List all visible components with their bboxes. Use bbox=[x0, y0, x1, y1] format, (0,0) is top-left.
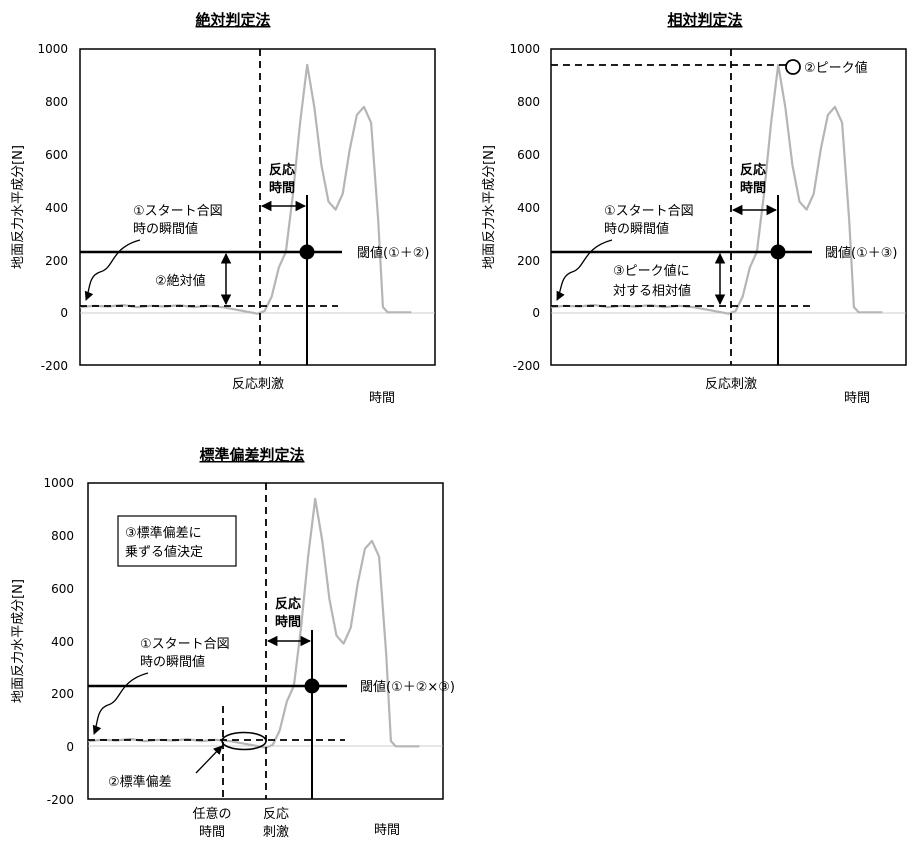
start-value-label: ①スタート合図 bbox=[140, 637, 230, 652]
y-tick-label: -200 bbox=[41, 359, 68, 373]
x-axis-label: 時間 bbox=[844, 391, 870, 406]
chart-title: 標準偏差判定法 bbox=[199, 446, 304, 464]
stimulus-label: 反応刺激 bbox=[232, 377, 284, 392]
arbitrary-time-label: 時間 bbox=[199, 825, 225, 840]
chart-title: 相対判定法 bbox=[667, 11, 742, 29]
y-tick-labels: 1000 800 600 400 200 0 -200 bbox=[37, 42, 68, 373]
multiplier-box bbox=[117, 515, 237, 567]
y-tick-labels: 1000 800 600 400 200 0 -200 bbox=[509, 42, 540, 373]
y-tick-label: 0 bbox=[60, 306, 68, 320]
reaction-time-label: 時間 bbox=[275, 614, 301, 630]
x-axis-label: 時間 bbox=[369, 391, 395, 406]
y-tick-label: 1000 bbox=[37, 42, 68, 56]
y-tick-label: 200 bbox=[51, 687, 74, 701]
offset-label: ②絶対値 bbox=[155, 273, 206, 289]
y-tick-label: 800 bbox=[51, 529, 74, 543]
panel-standard-deviation: 標準偏差判定法 1000 800 600 400 200 0 -200 地面反力… bbox=[11, 446, 455, 840]
threshold-label: 閾値(①＋②×③) bbox=[360, 679, 455, 695]
start-value-pointer bbox=[92, 672, 149, 735]
y-tick-label: 600 bbox=[517, 148, 540, 162]
y-tick-label: 1000 bbox=[509, 42, 540, 56]
start-value-label: ①スタート合図 bbox=[133, 204, 223, 219]
y-tick-label: -200 bbox=[513, 359, 540, 373]
reaction-time-label: 時間 bbox=[740, 180, 766, 196]
y-tick-label: 400 bbox=[517, 201, 540, 215]
peak-marker bbox=[785, 59, 801, 75]
y-tick-label: 0 bbox=[66, 740, 74, 754]
stimulus-label: 反応刺激 bbox=[705, 377, 757, 392]
start-value-pointer bbox=[84, 239, 141, 301]
y-tick-label: 400 bbox=[45, 201, 68, 215]
sd-label: ②標準偏差 bbox=[108, 774, 172, 790]
stimulus-label: 刺激 bbox=[263, 825, 289, 840]
threshold-label: 閾値(①＋②) bbox=[357, 245, 429, 261]
x-axis-label: 時間 bbox=[374, 823, 400, 838]
reaction-time-label: 反応 bbox=[275, 596, 301, 612]
sd-window-ellipse bbox=[221, 731, 267, 751]
y-tick-label: -200 bbox=[47, 793, 74, 807]
offset-label: 対する相対値 bbox=[613, 283, 691, 299]
threshold-label: 閾値(①＋③) bbox=[825, 245, 897, 261]
y-tick-label: 200 bbox=[517, 254, 540, 268]
offset-label: ③ピーク値に bbox=[613, 263, 690, 279]
start-value-label: 時の瞬間値 bbox=[140, 654, 205, 670]
y-tick-label: 600 bbox=[51, 582, 74, 596]
start-value-label: 時の瞬間値 bbox=[604, 221, 669, 237]
plot-frame bbox=[550, 48, 907, 366]
y-tick-label: 0 bbox=[532, 306, 540, 320]
peak-label: ②ピーク値 bbox=[804, 60, 868, 76]
force-series-line bbox=[79, 63, 412, 315]
threshold-crossing-marker bbox=[299, 244, 315, 260]
y-axis-label: 地面反力水平成分[N] bbox=[11, 145, 26, 269]
multiplier-label: 乗ずる値決定 bbox=[125, 544, 203, 560]
y-tick-label: 600 bbox=[45, 148, 68, 162]
sd-pointer bbox=[195, 745, 223, 774]
force-series-line bbox=[550, 63, 883, 315]
y-axis-label: 地面反力水平成分[N] bbox=[11, 579, 26, 703]
threshold-crossing-marker bbox=[304, 678, 320, 694]
multiplier-label: ③標準偏差に bbox=[125, 525, 202, 541]
reaction-time-label: 反応 bbox=[740, 162, 766, 178]
panel-relative: 相対判定法 1000 800 600 400 200 0 -200 地面反力水平… bbox=[482, 11, 907, 406]
plot-frame bbox=[79, 48, 436, 366]
start-value-label: ①スタート合図 bbox=[604, 204, 694, 219]
reaction-time-label: 時間 bbox=[269, 180, 295, 196]
stimulus-label: 反応 bbox=[263, 807, 289, 822]
y-tick-label: 800 bbox=[517, 95, 540, 109]
y-axis-label: 地面反力水平成分[N] bbox=[482, 145, 497, 269]
y-tick-label: 800 bbox=[45, 95, 68, 109]
arbitrary-time-label: 任意の bbox=[192, 806, 231, 822]
y-tick-labels: 1000 800 600 400 200 0 -200 bbox=[43, 476, 74, 807]
y-tick-label: 400 bbox=[51, 635, 74, 649]
reaction-time-label: 反応 bbox=[269, 162, 295, 178]
y-tick-label: 200 bbox=[45, 254, 68, 268]
start-value-label: 時の瞬間値 bbox=[133, 221, 198, 237]
panel-absolute: 絶対判定法 1000 800 600 400 200 0 -200 地面反力水平… bbox=[11, 11, 436, 406]
chart-title: 絶対判定法 bbox=[195, 11, 270, 29]
start-value-pointer bbox=[556, 239, 613, 301]
y-tick-label: 1000 bbox=[43, 476, 74, 490]
threshold-crossing-marker bbox=[770, 244, 786, 260]
